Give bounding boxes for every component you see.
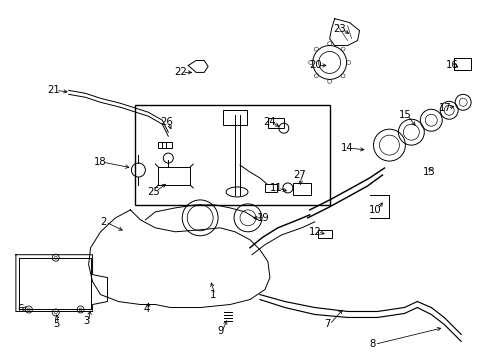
Bar (135, 105, 330, 205)
Text: 11: 11 (270, 183, 282, 193)
Bar (293, 183, 311, 195)
Text: 12: 12 (309, 227, 322, 237)
Text: 26: 26 (160, 117, 172, 127)
Text: 9: 9 (217, 327, 223, 336)
Text: 8: 8 (369, 339, 376, 349)
Bar (223, 110, 247, 125)
Bar (268, 118, 284, 128)
Bar (318, 230, 332, 238)
Text: 7: 7 (324, 319, 331, 329)
Bar (158, 167, 190, 185)
Text: 25: 25 (147, 187, 160, 197)
Text: 2: 2 (100, 217, 107, 227)
Text: 18: 18 (94, 157, 107, 167)
Text: 3: 3 (83, 316, 90, 327)
Text: 16: 16 (446, 60, 459, 71)
Text: 13: 13 (423, 167, 436, 177)
Text: 17: 17 (439, 103, 452, 113)
Text: 22: 22 (174, 67, 187, 77)
Text: 4: 4 (143, 305, 149, 315)
Text: 10: 10 (369, 205, 382, 215)
Text: 24: 24 (264, 117, 276, 127)
Text: 5: 5 (53, 319, 60, 329)
Bar (265, 184, 277, 192)
Text: 1: 1 (210, 289, 216, 300)
Text: 15: 15 (399, 110, 412, 120)
Text: 20: 20 (309, 60, 322, 71)
Text: 19: 19 (257, 213, 270, 223)
Bar (158, 142, 172, 148)
Text: 6: 6 (18, 305, 24, 315)
Text: 14: 14 (342, 143, 354, 153)
Text: 21: 21 (48, 85, 60, 95)
Text: 23: 23 (333, 24, 346, 33)
Text: 27: 27 (294, 170, 306, 180)
